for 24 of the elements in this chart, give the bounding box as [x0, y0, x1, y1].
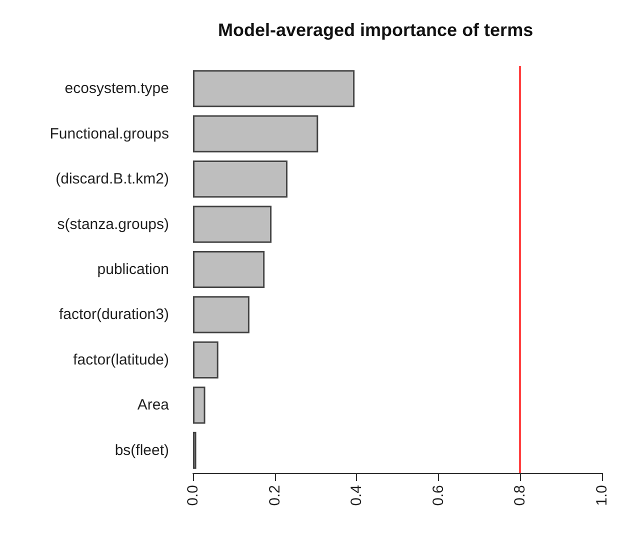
- x-tick-label: 0.0: [184, 485, 202, 506]
- y-tick-label: publication: [97, 261, 169, 278]
- bar: [193, 296, 250, 334]
- y-tick-label: Functional.groups: [50, 125, 169, 142]
- x-tick-label: 0.8: [512, 485, 529, 506]
- bar: [193, 206, 272, 243]
- bar: [193, 250, 265, 288]
- chart-title: Model-averaged importance of terms: [218, 20, 534, 40]
- y-tick-label: factor(duration3): [58, 306, 169, 324]
- y-tick-label: Area: [137, 396, 170, 414]
- y-tick-label: factor(latitude): [73, 351, 170, 368]
- x-tick-label: 0.4: [348, 485, 366, 506]
- y-tick-label: ecosystem.type: [64, 80, 169, 98]
- bar: [193, 341, 218, 378]
- x-tick-label: 1.0: [594, 485, 610, 506]
- x-tick-label: 0.6: [430, 485, 447, 506]
- bar: [193, 160, 288, 198]
- bar: [193, 115, 318, 152]
- x-tick-label: 0.2: [266, 485, 284, 506]
- y-tick-label: (discard.B.t.km2): [56, 170, 169, 188]
- y-tick-label: s(stanza.groups): [57, 216, 169, 233]
- y-tick-label: bs(fleet): [114, 442, 169, 459]
- bar: [193, 386, 206, 424]
- bar: [193, 70, 355, 108]
